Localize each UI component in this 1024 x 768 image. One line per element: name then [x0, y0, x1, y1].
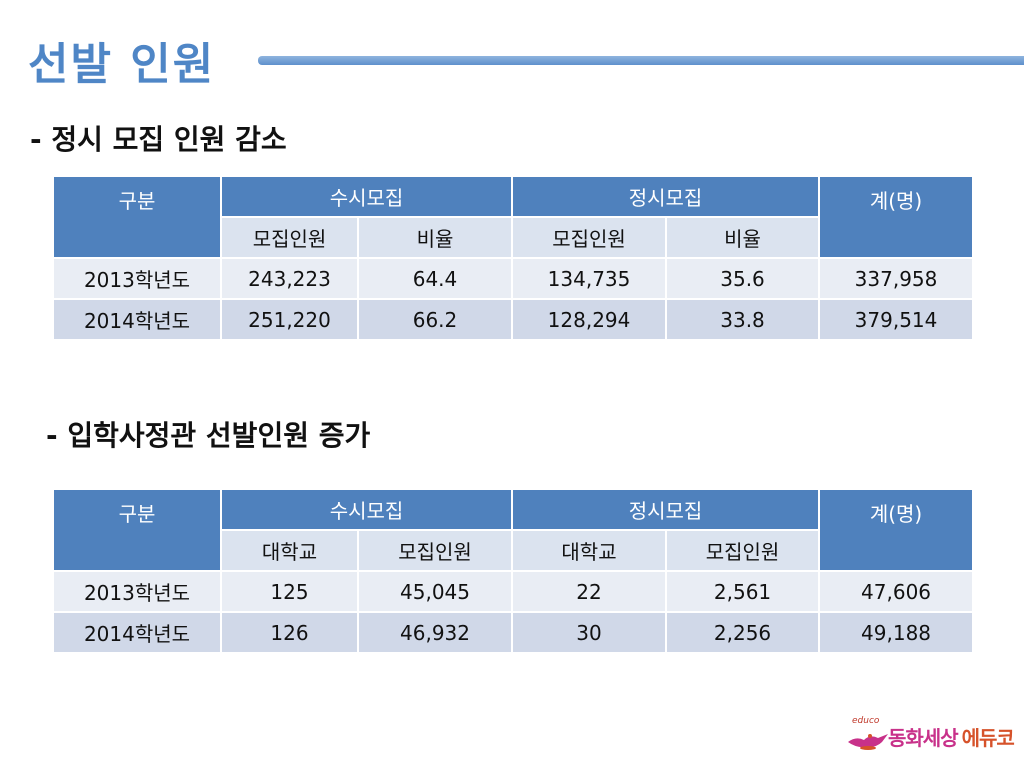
table-row: 2013학년도 243,223 64.4 134,735 35.6 337,95…	[52, 257, 975, 300]
header-total: 계(명)	[818, 175, 975, 259]
row-label: 2013학년도	[52, 257, 222, 300]
table-cell: 45,045	[356, 570, 514, 613]
row-label: 2014학년도	[52, 611, 222, 654]
table-cell: 2,561	[665, 570, 821, 613]
logo-suffix-text: 에듀코	[961, 726, 1015, 750]
table-cell: 46,932	[356, 611, 514, 654]
table-cell: 33.8	[665, 298, 821, 341]
page-title: 선발 인원	[28, 39, 216, 90]
subheader-cell: 비율	[356, 216, 514, 259]
table-row: 2013학년도 125 45,045 22 2,561 47,606	[52, 570, 975, 613]
magic-lamp-icon	[848, 734, 888, 750]
company-logo: educo 동화세상 에듀코	[846, 716, 1015, 752]
table-cell: 134,735	[511, 257, 668, 300]
table-cell: 47,606	[818, 570, 975, 613]
header-category: 구분	[52, 175, 222, 259]
table-cell: 337,958	[818, 257, 975, 300]
table-cell: 30	[511, 611, 668, 654]
header-category: 구분	[52, 488, 222, 572]
table-cell: 64.4	[356, 257, 514, 300]
section2-heading: - 입학사정관 선발인원 증가	[46, 419, 371, 452]
table-cell: 126	[220, 611, 359, 654]
row-label: 2014학년도	[52, 298, 222, 341]
title-underline-bar	[258, 56, 1024, 65]
table-cell: 125	[220, 570, 359, 613]
header-early-admission: 수시모집	[219, 175, 514, 218]
section1-heading: - 정시 모집 인원 감소	[30, 123, 287, 156]
table-cell: 2,256	[665, 611, 821, 654]
subheader-cell: 비율	[665, 216, 821, 259]
subheader-cell: 모집인원	[356, 529, 514, 572]
row-label: 2013학년도	[52, 570, 222, 613]
table-cell: 379,514	[818, 298, 975, 341]
subheader-cell: 모집인원	[220, 216, 359, 259]
subheader-cell: 대학교	[511, 529, 668, 572]
table-row: 2014학년도 251,220 66.2 128,294 33.8 379,51…	[52, 298, 975, 341]
admission-quota-table: 구분 수시모집 정시모집 계(명) 모집인원 비율 모집인원 비율 2013학년…	[52, 175, 975, 341]
table-cell: 66.2	[356, 298, 514, 341]
table-cell: 128,294	[511, 298, 668, 341]
admissions-officer-table: 구분 수시모집 정시모집 계(명) 대학교 모집인원 대학교 모집인원 2013…	[52, 488, 975, 654]
table-cell: 49,188	[818, 611, 975, 654]
table-cell: 251,220	[220, 298, 359, 341]
subheader-cell: 대학교	[220, 529, 359, 572]
logo-main-text: 동화세상	[888, 726, 959, 750]
table-cell: 22	[511, 570, 668, 613]
table-cell: 243,223	[220, 257, 359, 300]
header-regular-admission: 정시모집	[511, 175, 821, 218]
header-early-admission: 수시모집	[219, 488, 514, 531]
header-total: 계(명)	[818, 488, 975, 572]
subheader-cell: 모집인원	[511, 216, 668, 259]
header-regular-admission: 정시모집	[511, 488, 821, 531]
table-cell: 35.6	[665, 257, 821, 300]
logo-educo-text: educo	[852, 716, 880, 726]
subheader-cell: 모집인원	[665, 529, 821, 572]
table-row: 2014학년도 126 46,932 30 2,256 49,188	[52, 611, 975, 654]
